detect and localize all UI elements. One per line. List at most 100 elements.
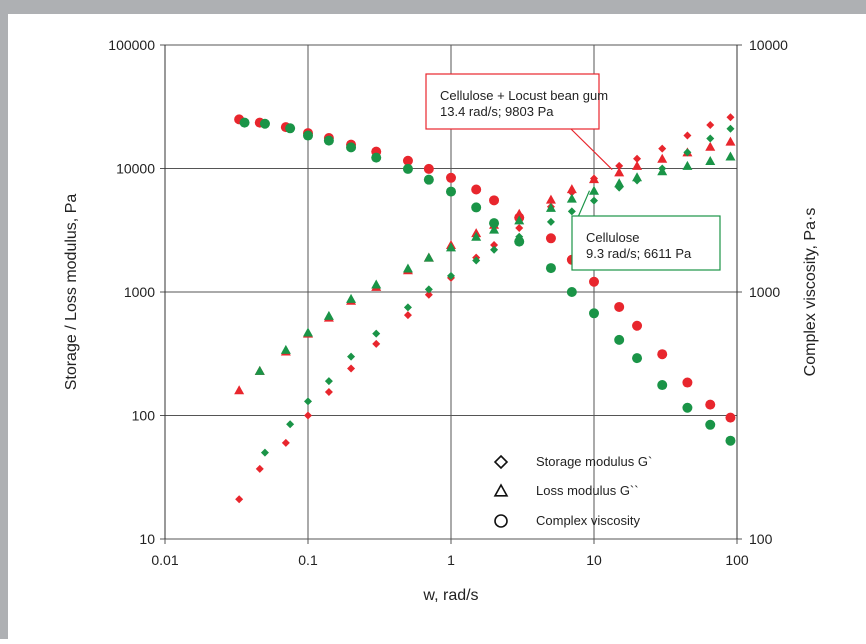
annotation-cellulose-title: Cellulose [586,230,639,245]
cellulose-loss-point [371,279,382,289]
cellulose-loss-point [346,293,357,303]
annotation-cellulose-lbg-leader [570,128,613,170]
cellulose-viscosity-point [705,419,716,430]
cellulose-viscosity-point [446,186,456,197]
y2-tick-label: 10000 [749,37,788,53]
cellulose-loss-point [589,185,599,195]
y2-axis-label: Complex viscosity, Pa·s [802,208,819,377]
cellulose_lbg-storage-point [281,438,290,447]
cellulose-storage-point [424,285,433,294]
cellulose_lbg-storage-point [706,121,715,130]
cellulose-loss-point [632,172,643,182]
cellulose_lbg-loss-point [589,174,599,184]
cellulose-loss-point [682,160,693,170]
cellulose_lbg-loss-point [545,194,556,204]
cellulose_lbg-storage-point [515,223,524,232]
cellulose-storage-point [403,303,412,312]
x-tick-label: 10 [586,552,602,568]
cellulose-viscosity-point [371,152,382,163]
legend-label: Loss modulus G`` [536,483,639,498]
cellulose-loss-point [446,242,456,252]
cellulose-storage-point [546,217,555,226]
cellulose-viscosity-point [346,142,357,153]
cellulose_lbg-storage-point [490,241,499,250]
cellulose_lbg-storage-point [658,144,667,153]
cellulose-viscosity-point [566,287,577,297]
cellulose-viscosity-point [589,308,599,319]
cellulose-storage-point [372,329,381,338]
cellulose_lbg-viscosity-point [545,233,556,244]
cellulose-viscosity-point [259,118,270,129]
cellulose-viscosity-point [614,334,625,345]
cellulose-viscosity-point [402,163,413,174]
cellulose_lbg-viscosity-point [657,349,668,360]
cellulose_lbg-loss-point [234,385,245,395]
cellulose_lbg-loss-point [632,160,643,170]
cellulose_lbg-storage-point [615,161,624,170]
cellulose-loss-point [725,151,736,161]
legend-diamond-icon [493,454,509,470]
cellulose-viscosity-point [514,236,525,247]
cellulose_lbg-loss-point [705,141,716,151]
cellulose-storage-point [260,448,269,457]
cellulose_lbg-loss-point [657,153,668,163]
legend-triangle-icon [493,483,509,497]
legend-circle-icon [494,514,508,528]
annotation-cellulose-lbg-value: 13.4 rad/s; 9803 Pa [440,104,554,119]
cellulose-loss-point [705,156,716,166]
cellulose_lbg-viscosity-point [446,172,456,183]
cellulose-storage-point [590,196,598,205]
cellulose_lbg-storage-point [726,113,735,122]
cellulose-viscosity-point [303,130,313,141]
x-tick-label: 100 [725,552,749,568]
data-points [234,113,736,504]
cellulose-loss-point [614,178,625,188]
cellulose-loss-point [280,344,291,354]
cellulose_lbg-viscosity-point [682,377,693,388]
cellulose-viscosity-point [657,380,668,391]
cellulose-loss-point [323,310,334,320]
cellulose_lbg-viscosity-point [423,163,434,174]
cellulose-storage-point [490,245,499,254]
x-axis-label: w, rad/s [422,587,478,604]
legend: Storage modulus G` Loss modulus G`` Comple… [493,454,652,528]
cellulose_lbg-viscosity-point [402,155,413,166]
cellulose-viscosity-point [545,263,556,274]
y-tick-label: 100 [132,408,156,424]
cellulose_lbg-storage-point [424,290,433,299]
left-border-strip [0,0,8,639]
cellulose-storage-point [567,207,576,216]
cellulose_lbg-viscosity-point [632,320,643,331]
cellulose-storage-point [726,124,735,133]
y2-tick-label: 1000 [749,284,780,300]
x-tick-label: 1 [447,552,455,568]
cellulose-loss-point [303,327,313,337]
tick-labels: 0.01 0.1 1 10 100 10 100 1000 10000 100000 100 1000… [108,37,788,568]
top-border-strip [0,0,866,14]
cellulose-loss-point [489,224,500,234]
cellulose_lbg-storage-point [403,311,412,320]
cellulose-viscosity-point [471,202,482,213]
cellulose-loss-point [254,365,265,375]
annotation-cellulose-lbg-box [425,73,600,130]
cellulose-viscosity-point [682,402,693,413]
cellulose-loss-point [514,215,525,225]
cellulose-viscosity-point [285,123,296,134]
cellulose_lbg-storage-point [324,387,333,396]
x-tick-label: 0.1 [298,552,318,568]
x-tick-label: 0.01 [151,552,178,568]
y2-tick-label: 100 [749,531,773,547]
cellulose-loss-point [423,252,434,262]
cellulose-loss-point [657,166,668,176]
annotation-cellulose-lbg-title: Cellulose + Locust bean gum [440,88,608,103]
cellulose-loss-point [471,231,482,241]
cellulose-viscosity-point [323,135,334,146]
y-tick-label: 100000 [108,37,155,53]
cellulose_lbg-storage-point [683,131,692,140]
cellulose-storage-point [286,420,295,429]
y-tick-label: 10 [139,531,155,547]
legend-label: Complex viscosity [536,513,641,528]
annotation-cellulose-box [571,215,721,271]
